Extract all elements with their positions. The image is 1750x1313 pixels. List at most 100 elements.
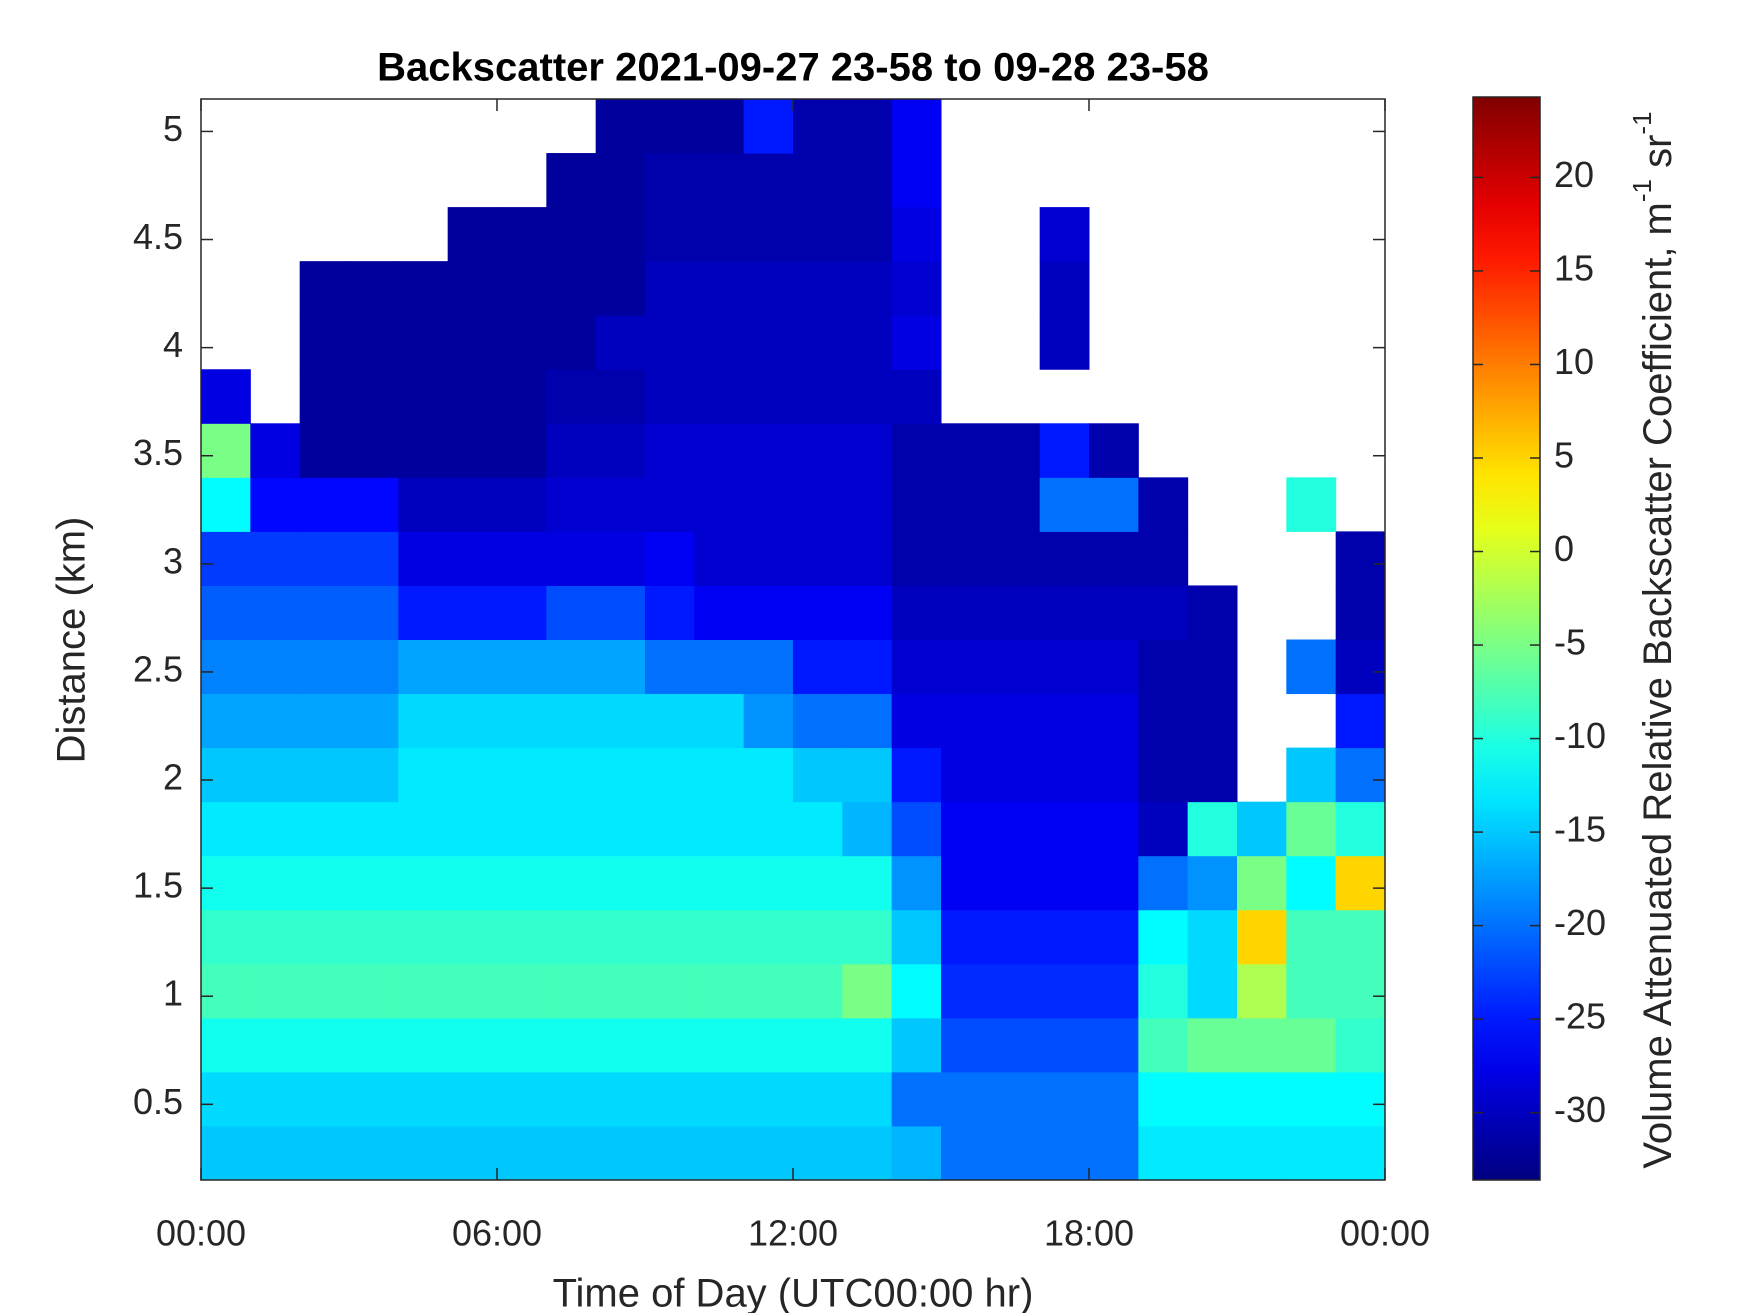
heatmap-cell (201, 1071, 251, 1127)
heatmap-cell (201, 1125, 251, 1181)
heatmap-cell (1039, 315, 1090, 370)
heatmap-cell (497, 693, 547, 749)
heatmap-cell (398, 477, 449, 532)
heatmap-cell (349, 747, 399, 803)
heatmap-cell (299, 315, 350, 370)
heatmap-cell (694, 207, 745, 262)
heatmap-cell (201, 423, 251, 478)
heatmap-cell (990, 585, 1041, 640)
heatmap-cell (793, 477, 843, 532)
heatmap-cell (1138, 747, 1189, 803)
heatmap-cell (1187, 909, 1238, 965)
heatmap-cell (694, 315, 745, 370)
heatmap-cell (941, 585, 991, 640)
heatmap-cell (1286, 477, 1337, 532)
heatmap-cell (891, 1125, 942, 1181)
colorbar-tick-label: 0 (1554, 528, 1574, 569)
heatmap-cell (891, 369, 942, 424)
heatmap-cell (447, 315, 498, 370)
heatmap-cell (595, 855, 646, 911)
heatmap-cell (842, 1017, 893, 1073)
heatmap-cell (447, 261, 498, 316)
heatmap-cell (743, 153, 794, 208)
heatmap-cell (645, 1125, 695, 1181)
heatmap-cell (1286, 963, 1337, 1019)
heatmap-cell (1138, 1017, 1189, 1073)
heatmap-cell (447, 585, 498, 640)
heatmap-cell (349, 477, 399, 532)
heatmap-cell (299, 585, 350, 640)
heatmap-cell (694, 639, 745, 695)
heatmap-cell (250, 585, 301, 640)
colorbar-tick-label: 15 (1554, 247, 1594, 288)
colorbar-tick-label: -20 (1554, 902, 1606, 943)
heatmap-cell (1089, 1071, 1139, 1127)
heatmap-cell (546, 261, 597, 316)
heatmap-cell (891, 801, 942, 857)
heatmap-cell (497, 477, 547, 532)
heatmap-cell (201, 1017, 251, 1073)
y-tick-label: 4.5 (133, 216, 183, 257)
heatmap-cell (398, 423, 449, 478)
heatmap-cell (1335, 693, 1386, 749)
heatmap-cell (891, 747, 942, 803)
heatmap-cell (299, 963, 350, 1019)
heatmap-cell (1039, 639, 1090, 695)
heatmap-cell (1039, 207, 1090, 262)
heatmap-cell (743, 747, 794, 803)
heatmap-cell (1138, 801, 1189, 857)
heatmap-cell (1039, 747, 1090, 803)
colorbar-tick-label: -5 (1554, 622, 1586, 663)
heatmap-cell (891, 1017, 942, 1073)
heatmap-cell (793, 261, 843, 316)
heatmap-cell (694, 585, 745, 640)
heatmap-cell (595, 477, 646, 532)
heatmap-cell (1335, 963, 1386, 1019)
heatmap-cell (447, 1125, 498, 1181)
heatmap-cell (546, 963, 597, 1019)
heatmap-cell (1237, 1071, 1287, 1127)
y-tick-label: 0.5 (133, 1081, 183, 1122)
heatmap-cell (842, 963, 893, 1019)
heatmap-cell (497, 747, 547, 803)
heatmap-cell (743, 99, 794, 154)
heatmap-cell (842, 585, 893, 640)
heatmap-cell (349, 369, 399, 424)
heatmap-cell (941, 531, 991, 586)
heatmap-cell (299, 801, 350, 857)
heatmap-cell (447, 207, 498, 262)
heatmap-cell (891, 423, 942, 478)
heatmap-cell (1237, 801, 1287, 857)
heatmap-cell (546, 207, 597, 262)
heatmap-cell (201, 369, 251, 424)
heatmap-cell (201, 801, 251, 857)
heatmap-cell (645, 1071, 695, 1127)
heatmap-cell (941, 909, 991, 965)
heatmap-cell (743, 531, 794, 586)
heatmap-cell (1089, 477, 1139, 532)
heatmap-cell (743, 585, 794, 640)
heatmap-cell (546, 1071, 597, 1127)
heatmap-cell (891, 261, 942, 316)
heatmap-cell (1039, 693, 1090, 749)
heatmap-cell (793, 747, 843, 803)
heatmap-cell (793, 315, 843, 370)
heatmap-cell (941, 963, 991, 1019)
colorbar-label-text: Volume Attenuated Relative Backscatter C… (1636, 202, 1680, 1168)
heatmap-cell (1138, 963, 1189, 1019)
colorbar-tick-label: 10 (1554, 341, 1594, 382)
heatmap-cell (349, 801, 399, 857)
heatmap-cell (201, 855, 251, 911)
heatmap-cell (595, 531, 646, 586)
heatmap-cell (990, 909, 1041, 965)
heatmap-cell (1039, 531, 1090, 586)
heatmap-cell (1039, 1017, 1090, 1073)
heatmap-cell (250, 747, 301, 803)
heatmap-cell (447, 477, 498, 532)
heatmap-cell (595, 207, 646, 262)
heatmap-cell (201, 477, 251, 532)
heatmap-cell (250, 423, 301, 478)
heatmap-cell (201, 585, 251, 640)
heatmap-cell (1089, 1017, 1139, 1073)
